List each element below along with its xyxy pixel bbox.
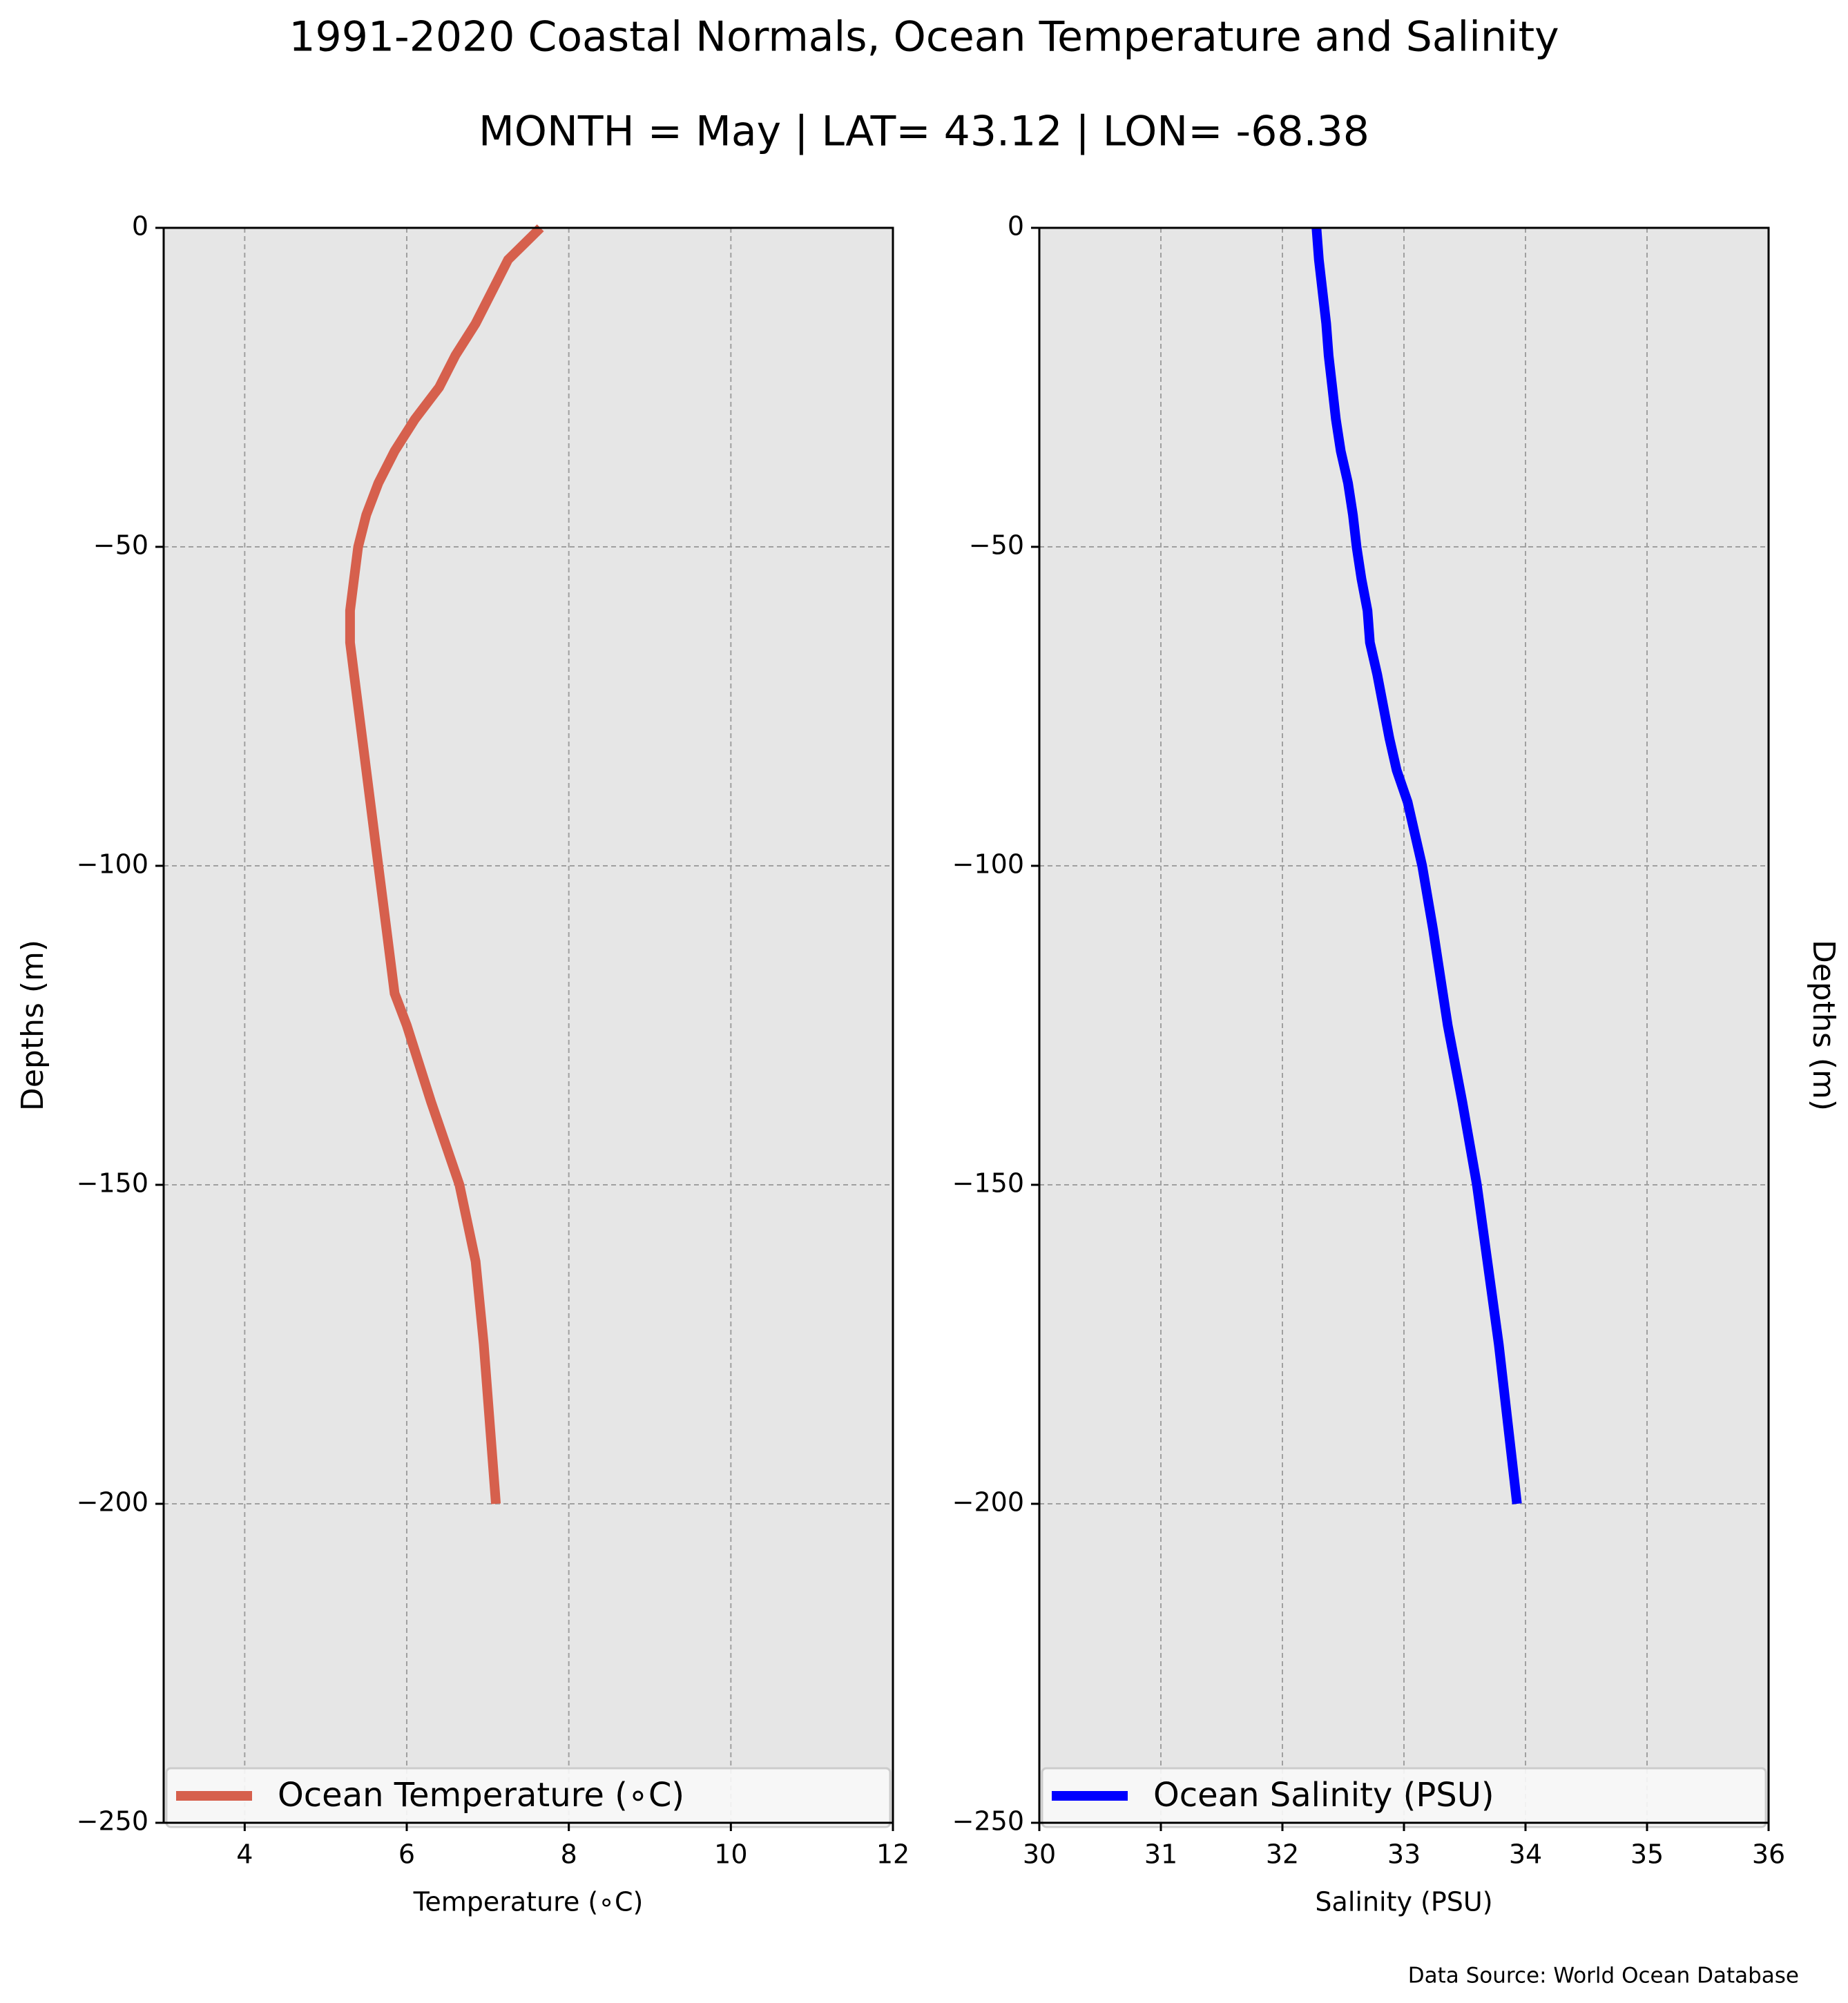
temperature-panel: Ocean Temperature (∘C) 4 6 8 10 12 0 −50 −100 −1…: [15, 211, 909, 1917]
temperature-legend-box: [165, 1767, 892, 1828]
salinity-x-tick-label: 32: [1266, 1839, 1299, 1870]
temperature-x-tick-label: 8: [561, 1839, 577, 1870]
salinity-x-tick-label: 35: [1630, 1839, 1664, 1870]
temperature-series-line: [345, 224, 544, 1504]
chart-title: 1991-2020 Coastal Normals, Ocean Tempera…: [289, 13, 1559, 61]
salinity-x-tick-label: 36: [1752, 1839, 1785, 1870]
temperature-x-axis-label: Temperature (∘C): [413, 1887, 644, 1917]
salinity-y-tick-label: −50: [969, 530, 1024, 561]
salinity-series-line: [1311, 227, 1522, 1504]
salinity-y-tick-label: −100: [952, 849, 1024, 880]
salinity-grid: [1039, 228, 1769, 1823]
temperature-y-tick-label: −200: [77, 1487, 148, 1518]
temperature-y-tick-label: −250: [77, 1806, 148, 1837]
temperature-legend-label: Ocean Temperature (∘C): [278, 1776, 684, 1815]
temperature-x-tick-label: 6: [398, 1839, 415, 1870]
temperature-legend: Ocean Temperature (∘C): [165, 1767, 892, 1828]
salinity-line-layer: [1311, 227, 1522, 1504]
temperature-x-tick-label: 12: [876, 1839, 909, 1870]
salinity-y-axis-label: Depths (m): [1806, 940, 1841, 1111]
temperature-x-tick-label: 4: [236, 1839, 253, 1870]
temperature-y-axis-label: Depths (m): [15, 940, 50, 1111]
salinity-legend: Ocean Salinity (PSU): [1041, 1767, 1767, 1828]
salinity-ticks: 30 31 32 33 34 35 36 0 −50 −100 −150 −200 −250: [952, 211, 1786, 1870]
temperature-y-tick-label: −50: [93, 530, 148, 561]
salinity-panel: Ocean Salinity (PSU) 30 31 32 33 34 35 36 0 −50 −…: [952, 211, 1841, 1917]
temperature-plot-frame: [162, 226, 894, 1824]
salinity-y-tick-label: −200: [952, 1487, 1024, 1518]
salinity-x-axis-label: Salinity (PSU): [1315, 1887, 1492, 1917]
salinity-y-tick-label: −250: [952, 1806, 1024, 1837]
temperature-line-layer: [345, 224, 544, 1504]
salinity-y-tick-label: 0: [1008, 211, 1024, 242]
salinity-x-tick-label: 31: [1144, 1839, 1177, 1870]
temperature-grid: [164, 228, 893, 1823]
temperature-plot-area: [164, 228, 893, 1823]
salinity-x-tick-label: 33: [1387, 1839, 1421, 1870]
salinity-x-tick-label: 30: [1023, 1839, 1056, 1870]
temperature-y-tick-label: −150: [77, 1168, 148, 1199]
temperature-y-tick-label: 0: [132, 211, 148, 242]
salinity-y-tick-label: −150: [952, 1168, 1024, 1199]
salinity-x-tick-label: 34: [1509, 1839, 1542, 1870]
chart-subtitle: MONTH = May | LAT= 43.12 | LON= -68.38: [479, 108, 1369, 156]
temperature-x-tick-label: 10: [714, 1839, 747, 1870]
data-source-note: Data Source: World Ocean Database: [1408, 1964, 1799, 1989]
temperature-y-tick-label: −100: [77, 849, 148, 880]
salinity-legend-label: Ocean Salinity (PSU): [1153, 1776, 1494, 1815]
temperature-ticks: 4 6 8 10 12 0 −50 −100 −150 −200 −250: [77, 211, 910, 1870]
